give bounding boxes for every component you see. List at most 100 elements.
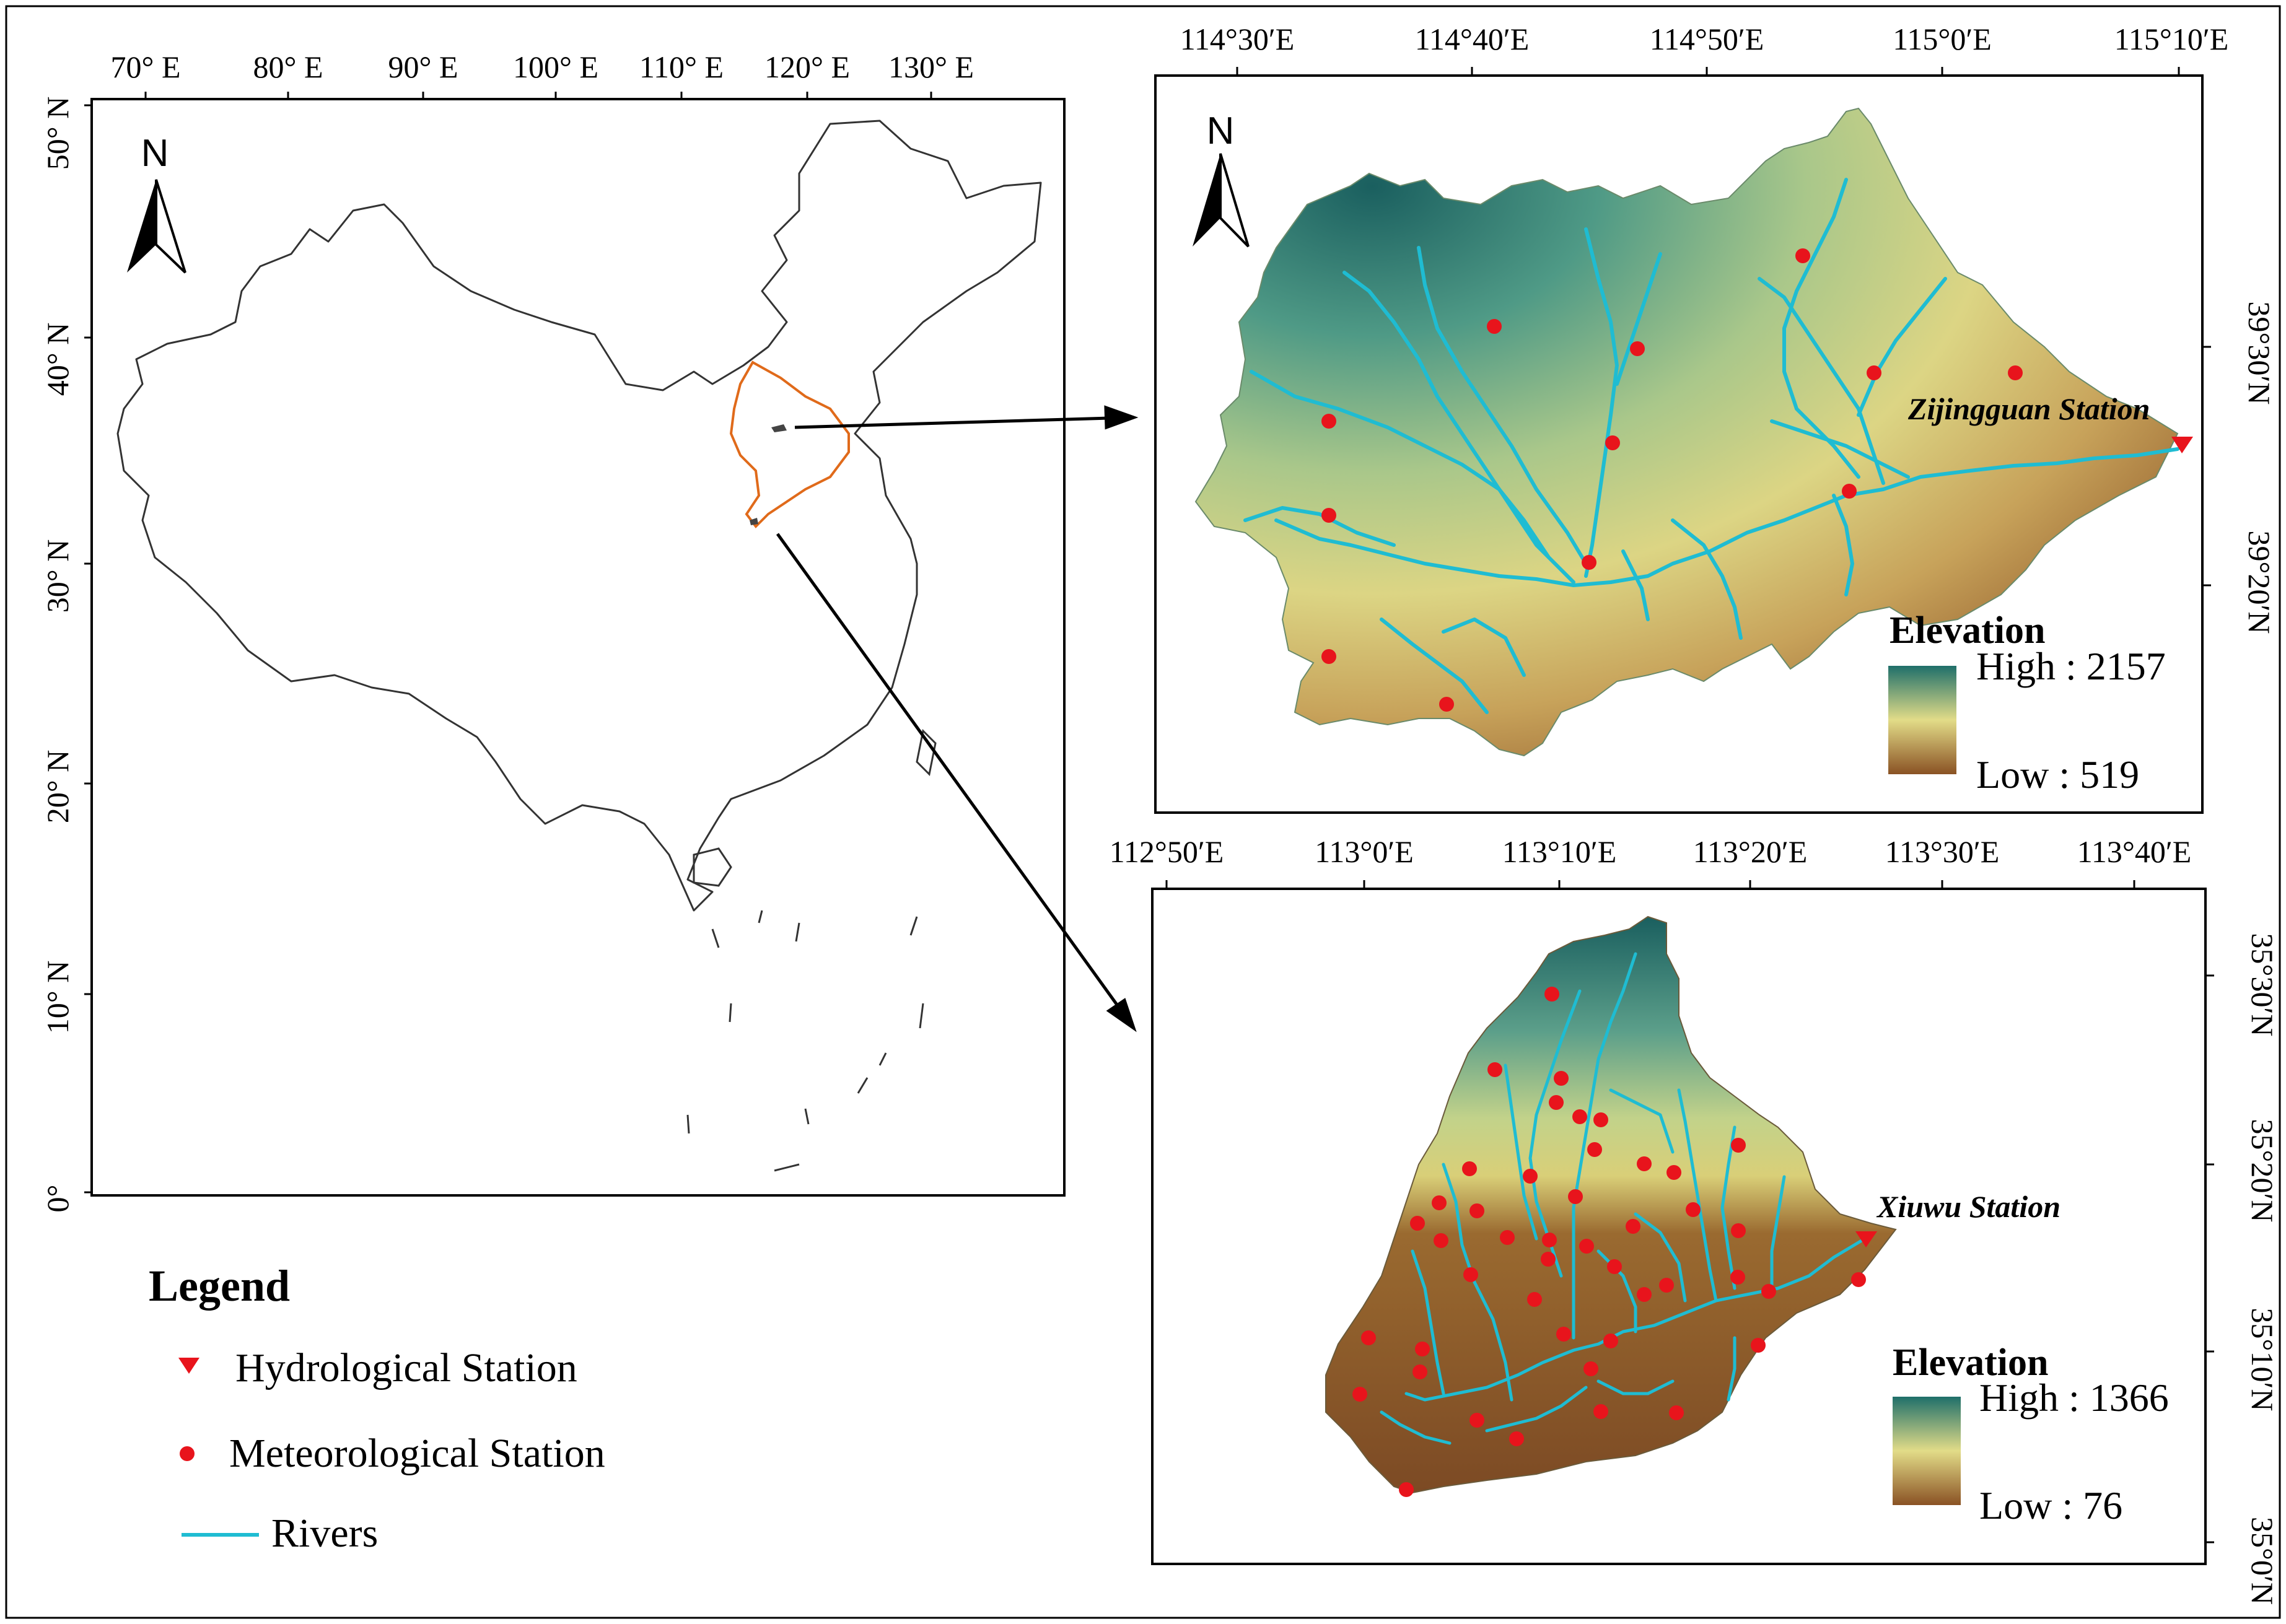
met-station bbox=[1432, 1195, 1447, 1210]
met-station bbox=[1556, 1327, 1571, 1342]
top-elevation-ramp bbox=[1888, 666, 1956, 774]
bottom-basin-panel: 112°50′E 113°0′E 113°10′E 113°20′E 113°3… bbox=[1110, 834, 2280, 1605]
met-station bbox=[1795, 248, 1810, 263]
bottom-lon-tick-6: 113°40′E bbox=[2077, 834, 2192, 869]
top-basin-panel: 114°30′E 114°40′E 114°50′E 115°0′E 115°1… bbox=[1155, 22, 2277, 813]
bottom-lat-tick-2: 35°20′N bbox=[2245, 1119, 2280, 1222]
met-station bbox=[1626, 1219, 1640, 1234]
met-station bbox=[1605, 435, 1620, 450]
met-station bbox=[1593, 1112, 1608, 1127]
legend-rivers: Rivers bbox=[271, 1511, 378, 1556]
met-station bbox=[1867, 365, 1881, 380]
met-station bbox=[1583, 1361, 1598, 1376]
met-station bbox=[1637, 1156, 1652, 1171]
legend: Legend Hydrological Station Meteorologic… bbox=[149, 1261, 605, 1556]
north-arrow-icon: N bbox=[127, 132, 185, 273]
met-station bbox=[1549, 1095, 1564, 1110]
basin-marker-top bbox=[771, 424, 787, 432]
met-station bbox=[1851, 1272, 1866, 1287]
met-station bbox=[1487, 319, 1502, 334]
south-sea-islands bbox=[688, 910, 923, 1171]
met-station bbox=[1730, 1270, 1745, 1285]
province-boundary-outline bbox=[731, 362, 849, 526]
china-map-frame bbox=[92, 99, 1064, 1195]
met-station bbox=[1509, 1431, 1524, 1446]
bottom-elevation-low: Low : 76 bbox=[1979, 1483, 2122, 1527]
china-lat-tick-40: 40° N bbox=[40, 323, 75, 396]
china-lon-tick-70: 70° E bbox=[110, 50, 180, 84]
met-station bbox=[1527, 1292, 1542, 1307]
top-lat-tick-1: 39°30′N bbox=[2242, 301, 2277, 404]
bottom-lon-ticks bbox=[1167, 880, 2134, 889]
met-station bbox=[1659, 1278, 1674, 1293]
met-station bbox=[1751, 1338, 1766, 1353]
met-station bbox=[1462, 1161, 1477, 1176]
xiuwu-station-label: Xiuwu Station bbox=[1876, 1189, 2060, 1224]
top-lat-ticks bbox=[2202, 347, 2211, 585]
china-lon-tick-80: 80° E bbox=[253, 50, 323, 84]
met-station bbox=[1410, 1216, 1425, 1231]
taiwan-outline bbox=[917, 731, 935, 774]
china-lon-tick-110: 110° E bbox=[639, 50, 724, 84]
china-lat-tick-10: 10° N bbox=[40, 961, 75, 1034]
met-station bbox=[1731, 1138, 1746, 1153]
met-station-icon bbox=[180, 1446, 195, 1461]
legend-title: Legend bbox=[149, 1261, 290, 1311]
china-lat-tick-0: 0° bbox=[40, 1185, 75, 1213]
bottom-elevation-ramp bbox=[1893, 1397, 1961, 1505]
zijingguan-station-label: Zijingguan Station bbox=[1907, 391, 2150, 426]
met-station bbox=[1412, 1364, 1427, 1379]
china-lon-tick-100: 100° E bbox=[513, 50, 598, 84]
top-elevation-high: High : 2157 bbox=[1976, 644, 2166, 688]
met-station bbox=[1469, 1413, 1484, 1428]
top-lon-tick-4: 115°0′E bbox=[1893, 22, 1992, 56]
met-station bbox=[1666, 1165, 1681, 1180]
met-station bbox=[1761, 1284, 1776, 1299]
met-station bbox=[1321, 649, 1336, 664]
met-station bbox=[1321, 414, 1336, 429]
top-lon-tick-1: 114°30′E bbox=[1180, 22, 1295, 56]
bottom-lon-tick-2: 113°0′E bbox=[1315, 834, 1414, 869]
met-station bbox=[1321, 508, 1336, 523]
met-station bbox=[1523, 1169, 1538, 1184]
bottom-lon-tick-4: 113°20′E bbox=[1693, 834, 1808, 869]
met-station bbox=[1541, 1252, 1556, 1267]
met-station bbox=[1500, 1230, 1515, 1245]
bottom-lat-tick-1: 35°30′N bbox=[2245, 933, 2280, 1036]
met-station bbox=[1544, 987, 1559, 1002]
met-station bbox=[1579, 1239, 1594, 1254]
met-station bbox=[1487, 1062, 1502, 1077]
bottom-lon-tick-1: 112°50′E bbox=[1110, 834, 1224, 869]
legend-meteorological: Meteorological Station bbox=[229, 1431, 605, 1476]
north-arrow-icon: N bbox=[1193, 110, 1248, 247]
met-station bbox=[1630, 341, 1645, 356]
top-elevation-low: Low : 519 bbox=[1976, 753, 2139, 797]
met-station bbox=[1842, 484, 1857, 499]
bottom-basin-elevation bbox=[1326, 917, 1896, 1493]
china-lat-tick-30: 30° N bbox=[40, 539, 75, 613]
china-lat-tick-50: 50° N bbox=[40, 97, 75, 170]
met-station bbox=[1399, 1482, 1414, 1497]
met-station bbox=[2008, 365, 2023, 380]
top-lon-tick-5: 115°10′E bbox=[2114, 22, 2229, 56]
top-lon-tick-2: 114°40′E bbox=[1415, 22, 1530, 56]
met-station bbox=[1572, 1109, 1587, 1124]
met-station bbox=[1554, 1071, 1569, 1086]
met-station bbox=[1568, 1189, 1583, 1204]
met-station bbox=[1637, 1287, 1652, 1302]
bottom-lat-tick-4: 35°0′N bbox=[2245, 1517, 2280, 1605]
china-lon-tick-90: 90° E bbox=[388, 50, 458, 84]
hainan-outline bbox=[694, 849, 731, 886]
pointer-arrows bbox=[777, 408, 1134, 1028]
met-station bbox=[1603, 1334, 1618, 1348]
bottom-lat-ticks bbox=[2205, 976, 2214, 1542]
met-station bbox=[1463, 1267, 1478, 1282]
china-lon-tick-130: 130° E bbox=[888, 50, 974, 84]
met-station bbox=[1686, 1202, 1701, 1217]
met-station bbox=[1542, 1233, 1557, 1247]
met-station bbox=[1361, 1330, 1376, 1345]
met-station bbox=[1607, 1259, 1622, 1274]
bottom-lon-tick-5: 113°30′E bbox=[1885, 834, 2000, 869]
top-lat-tick-2: 39°20′N bbox=[2242, 530, 2277, 634]
